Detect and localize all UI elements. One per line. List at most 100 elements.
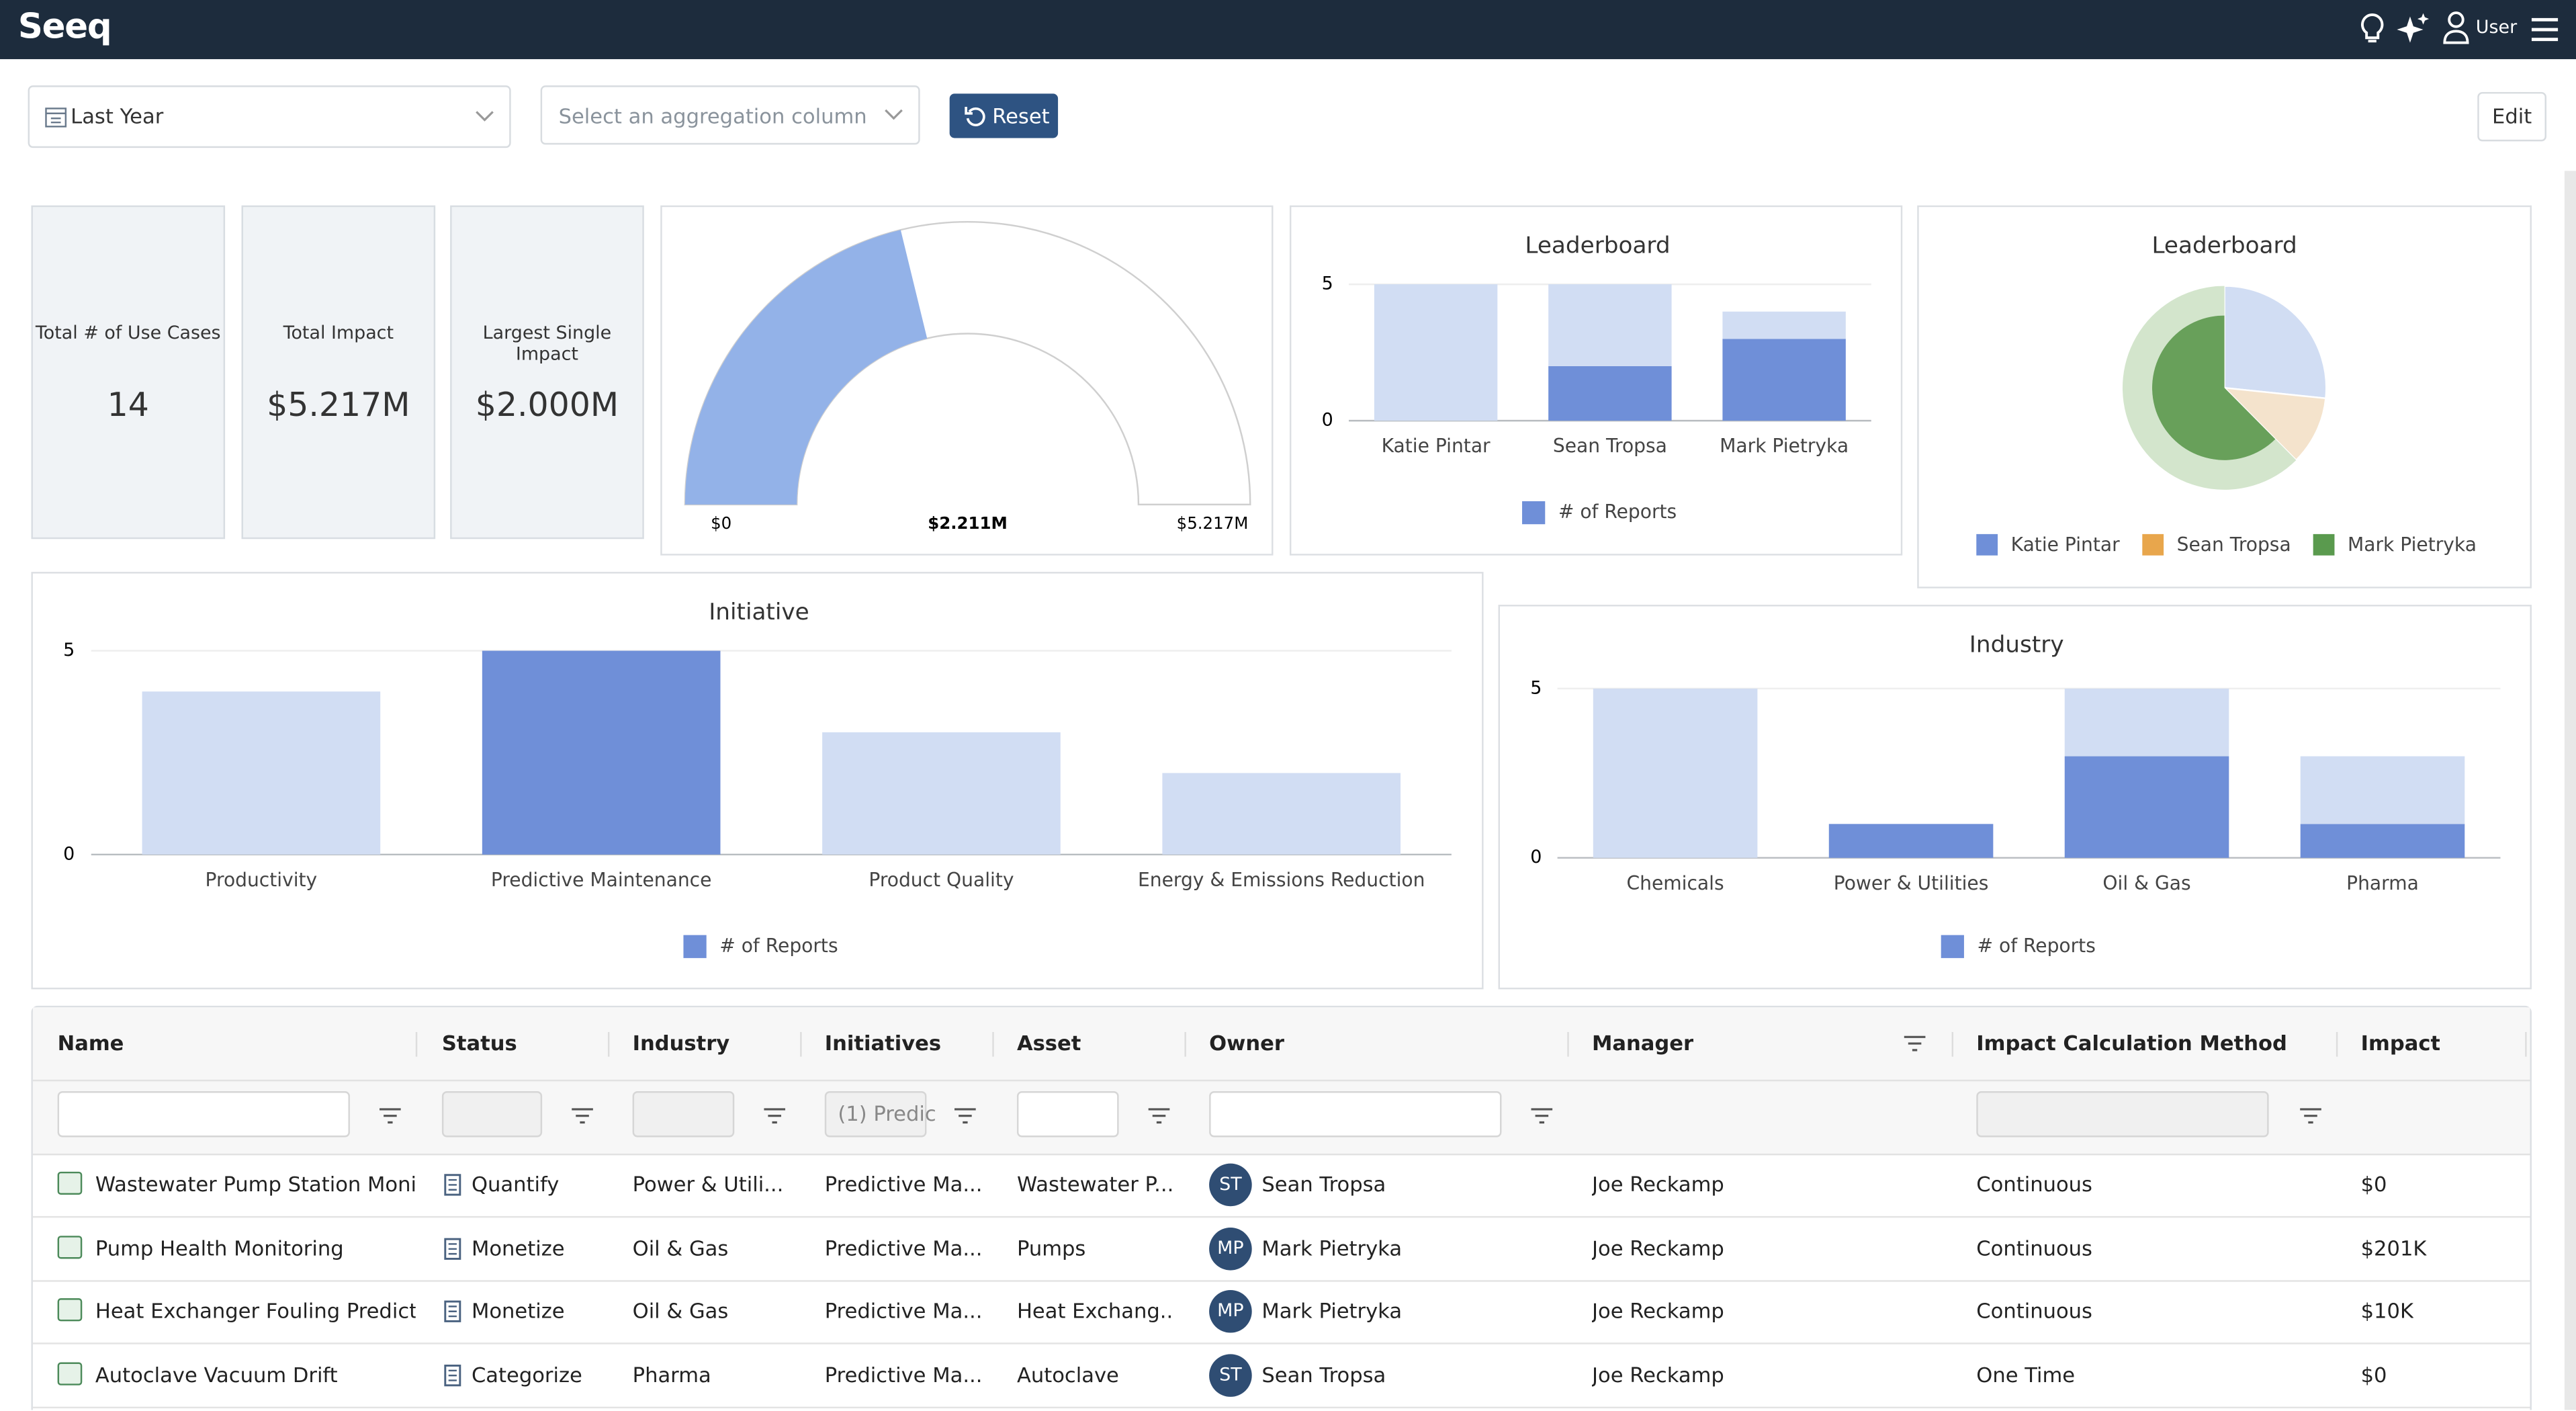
kpi-label: Largest Single Impact	[482, 322, 612, 365]
table-cell: Continuous	[1976, 1171, 2092, 1197]
column-separator	[1567, 1031, 1569, 1057]
column-separator	[2336, 1031, 2338, 1057]
table-cell: Categorize	[471, 1362, 582, 1387]
filter-input[interactable]	[1976, 1091, 2269, 1138]
table-cell: $0	[2360, 1171, 2387, 1197]
legend-swatch	[1941, 935, 1964, 958]
leaderboard-pie-card: Leaderboard Katie Pintar Sean Tropsa Mark P…	[1917, 205, 2532, 589]
owner-avatar: ST	[1209, 1163, 1252, 1207]
column-header[interactable]: Initiatives	[824, 1030, 942, 1056]
filter-input[interactable]	[57, 1091, 350, 1138]
use-case-icon	[57, 1299, 83, 1322]
x-tick-label: Pharma	[2346, 872, 2419, 894]
bar	[1593, 688, 1758, 858]
filter-icon[interactable]	[1148, 1107, 1170, 1124]
table-cell: One Time	[1976, 1362, 2076, 1387]
ai-icon[interactable]	[2395, 11, 2432, 48]
date-range-value: Last Year	[71, 103, 164, 128]
filter-input[interactable]	[1209, 1091, 1502, 1138]
gauge-chart: $0 $2.211M $5.217M	[684, 220, 1251, 533]
gauge-max-label: $5.217M	[1177, 513, 1249, 533]
table-cell: Continuous	[1976, 1299, 2092, 1324]
reset-button[interactable]: Reset	[949, 93, 1059, 138]
legend-label: # of Reports	[1558, 501, 1677, 523]
table-cell: Power & Utili...	[632, 1171, 784, 1197]
table-cell: Autoclave	[1016, 1362, 1119, 1387]
table-cell: Sean Tropsa	[1261, 1362, 1386, 1387]
filter-icon[interactable]	[2300, 1107, 2321, 1124]
ideas-icon[interactable]	[2356, 10, 2389, 50]
column-separator	[992, 1031, 994, 1057]
table-cell: Continuous	[1976, 1235, 2092, 1260]
bar	[1162, 773, 1401, 855]
column-header[interactable]: Impact	[2360, 1030, 2441, 1056]
status-icon	[444, 1301, 461, 1323]
x-tick-label: Product Quality	[869, 869, 1014, 891]
table-cell: Mark Pietryka	[1261, 1299, 1403, 1324]
chart-title: Initiative	[709, 599, 809, 626]
column-header[interactable]: Manager	[1591, 1030, 1694, 1056]
user-icon[interactable]	[2441, 10, 2471, 46]
bar	[2064, 688, 2229, 757]
filter-icon[interactable]	[1904, 1035, 1926, 1052]
table-cell: Monetize	[471, 1299, 565, 1324]
column-header[interactable]: Owner	[1209, 1030, 1284, 1056]
table-cell: Quantify	[471, 1171, 560, 1197]
bar	[1548, 284, 1672, 366]
table-row[interactable]: Autoclave Vacuum Drift Categorize Pharma Pr…	[32, 1344, 2530, 1409]
filter-icon[interactable]	[764, 1107, 786, 1124]
bar	[2300, 824, 2465, 858]
top-bar: Seeq User	[0, 0, 2576, 60]
pie-slice	[2223, 285, 2327, 400]
column-header[interactable]: Name	[57, 1030, 124, 1056]
legend-label: # of Reports	[719, 935, 838, 957]
x-tick-label: Chemicals	[1627, 872, 1724, 894]
scrollbar[interactable]	[2564, 171, 2576, 1410]
logo[interactable]: Seeq	[17, 6, 112, 46]
filter-value: (1) Predic	[838, 1101, 936, 1126]
kpi-label: Total Impact	[283, 322, 394, 344]
reset-icon	[965, 106, 985, 126]
legend-swatch	[683, 935, 707, 958]
use-case-table: Name Status Industry Initiatives Asset Owner M…	[31, 1005, 2532, 1410]
y-tick-label: 0	[1322, 410, 1333, 431]
bar	[1828, 824, 1994, 858]
legend-label: Katie Pintar	[2011, 533, 2120, 556]
menu-icon[interactable]	[2530, 15, 2560, 44]
bar	[1722, 311, 1846, 339]
legend-swatch	[1522, 501, 1546, 525]
column-header[interactable]: Industry	[632, 1030, 730, 1056]
bar	[1374, 284, 1498, 421]
owner-avatar: ST	[1209, 1354, 1252, 1398]
column-header[interactable]: Impact Calculation Method	[1976, 1030, 2287, 1056]
filter-icon[interactable]	[379, 1107, 401, 1124]
column-header[interactable]: Status	[441, 1030, 517, 1056]
table-row[interactable]: Wastewater Pump Station Monit Quantify Pow…	[32, 1154, 2530, 1218]
column-separator	[800, 1031, 802, 1057]
legend-swatch	[2142, 533, 2164, 556]
filter-icon[interactable]	[954, 1107, 976, 1124]
y-tick-label: 5	[1530, 677, 1542, 698]
table-row[interactable]: Heat Exchanger Fouling Predicti Monetize O…	[32, 1281, 2530, 1345]
table-cell: Predictive Ma...	[824, 1362, 983, 1387]
filter-input[interactable]	[1016, 1091, 1119, 1138]
edit-button[interactable]: Edit	[2477, 91, 2546, 142]
filter-icon[interactable]	[572, 1107, 593, 1124]
filter-input[interactable]	[441, 1091, 543, 1138]
use-case-icon	[57, 1171, 83, 1195]
filter-icon[interactable]	[1531, 1107, 1553, 1124]
table-row[interactable]: Pump Health Monitoring Monetize Oil & Gas P…	[32, 1217, 2530, 1281]
legend-swatch	[1976, 533, 1998, 556]
aggregation-select[interactable]: Select an aggregation column	[540, 85, 920, 145]
bar	[2300, 756, 2465, 824]
chart-title: Industry	[1969, 632, 2064, 658]
filter-input[interactable]: (1) Predic	[824, 1091, 936, 1138]
date-range-select[interactable]: Last Year	[28, 85, 511, 148]
column-header[interactable]: Asset	[1016, 1030, 1081, 1056]
table-cell: $201K	[2360, 1235, 2427, 1260]
slice-halo	[2122, 286, 2297, 490]
user-name[interactable]: User	[2475, 16, 2518, 38]
filter-input[interactable]	[632, 1091, 735, 1138]
x-tick-label: Productivity	[206, 869, 318, 891]
legend-label: Sean Tropsa	[2177, 533, 2291, 556]
